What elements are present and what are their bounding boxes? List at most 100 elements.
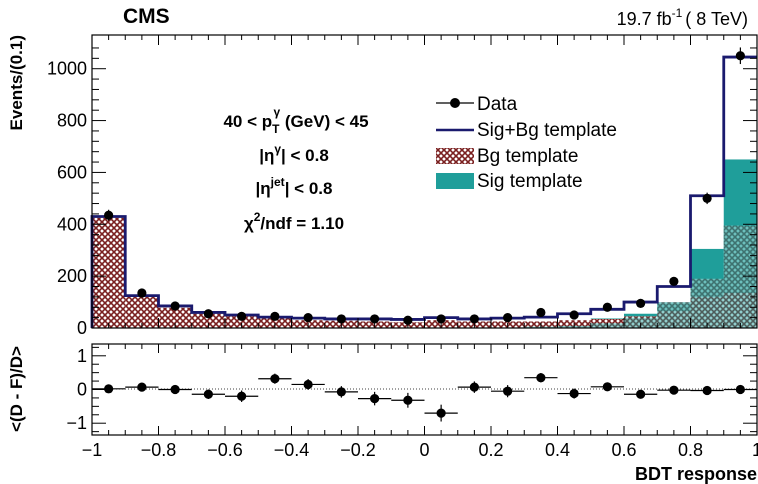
data-point [237,311,247,321]
ratio-point [370,394,380,404]
data-point [370,314,380,324]
x-tick-label: 0.2 [478,440,503,460]
ratio-point [336,387,346,397]
top-y-axis-label: Events/(0.1) [7,35,26,130]
bg-bar [92,217,126,328]
bg-bar [125,296,159,328]
ratio-point [270,374,280,384]
ratio-point [503,386,513,396]
ratio-point [137,382,147,392]
top-frame [91,34,758,329]
sig-hatch-overlay [690,278,724,328]
annotation-eta-jet-post: | < 0.8 [285,179,333,198]
data-point [735,51,745,61]
data-point [303,313,313,323]
annotation-chi2-post: /ndf = 1.10 [260,214,344,233]
annotation-block: 40 < pTγ (GeV) < 45 |ηγ| < 0.8 |ηjet| < … [223,105,368,233]
data-point [469,314,479,324]
bg-bar [158,307,192,328]
top-panel: 0 200 400 600 800 1000 Events/(0.1) 40 < pTγ … [7,34,758,338]
annotation-pt-pre: 40 < p [223,112,272,131]
ratio-point [536,373,546,383]
ratio-point [203,389,213,399]
bg-bar [191,313,225,328]
top-x-ticks [91,35,758,328]
data-point [602,302,612,312]
bottom-y-axis-label: <(D - F)/D> [7,346,26,432]
ratio-point [569,388,579,399]
data-point [137,288,147,298]
ratio-point [735,384,745,395]
x-tick-label: 0.8 [678,440,703,460]
ratio-point [636,389,646,399]
ratio-points [92,372,757,422]
data-point [669,276,679,286]
legend-total-label: Sig+Bg template [477,120,617,141]
legend-bg-swatch [436,148,474,164]
sig-hatch-overlay [723,225,757,328]
x-tick-label: −0.6 [207,440,243,460]
sig-bar [590,318,624,319]
bottom-y-tick-label: −1 [66,413,87,433]
data-point [536,307,546,318]
ratio-point [702,385,712,396]
legend-sig-label: Sig template [477,171,583,192]
annotation-pt-sub: T [272,122,280,136]
experiment-label: CMS [123,5,170,28]
top-y-tick-label: 1000 [47,59,87,79]
total-step [90,55,757,328]
ratio-point [469,382,479,392]
ratio-point [403,395,413,405]
data-points [104,47,745,325]
x-axis-label: BDT response [635,464,757,484]
data-point [436,314,446,324]
bg-bar [225,316,259,328]
bottom-x-ticks: −1 −0.8 −0.6 −0.4 −0.2 0 0.2 0.4 0.6 0.8 1 [82,344,758,460]
x-tick-label: 1 [752,440,758,460]
legend-total: Sig+Bg template [436,120,617,141]
lumi-tail: ( 8 TeV) [685,9,748,29]
annotation-pt-sup: γ [273,105,280,119]
x-tick-label: 0.6 [611,440,636,460]
ratio-point [237,391,247,401]
ratio-point [303,379,313,390]
top-y-tick-label: 200 [57,266,87,286]
annotation-pt-post: (GeV) < 45 [280,112,368,131]
annotation-eta-gamma-pre: |η [259,146,274,165]
bottom-y-tick-label: 1 [77,346,87,366]
x-tick-label: −0.8 [141,440,177,460]
ratio-point [170,384,180,395]
data-point [170,301,180,311]
ratio-point [669,385,679,395]
lumi-sup: -1 [672,6,683,20]
annotation-chi2-sup: 2 [254,210,261,224]
annotation-eta-jet: |ηjet| < 0.8 [256,175,333,198]
data-point [503,313,513,323]
x-tick-label: −0.2 [340,440,376,460]
legend-data: Data [436,94,518,115]
data-point [403,315,413,325]
total-line [90,55,757,328]
data-point [702,193,712,203]
legend-bg-label: Bg template [477,146,578,167]
data-point [636,298,646,308]
x-tick-label: 0 [419,440,429,460]
legend-bg: Bg template [436,146,578,167]
data-point [203,309,213,319]
legend: Data Sig+Bg template Bg template Sig tem… [436,94,617,192]
annotation-chi2-pre: χ [244,214,254,233]
top-y-tick-label: 400 [57,214,87,234]
annotation-chi2: χ2/ndf = 1.10 [244,210,344,233]
ratio-point [104,384,114,394]
lumi-main: 19.7 fb [617,9,672,29]
lumi-label: 19.7 fb-1( 8 TeV) [617,6,748,29]
sig-bar [624,313,658,317]
annotation-eta-gamma-sup: γ [274,142,281,156]
bottom-y-ticks: −1 0 1 [66,346,757,433]
legend-data-label: Data [477,94,518,115]
sig-hatch-overlay [624,317,658,328]
data-point [104,210,114,220]
annotation-pt: 40 < pTγ (GeV) < 45 [223,105,368,136]
data-point [569,310,579,320]
